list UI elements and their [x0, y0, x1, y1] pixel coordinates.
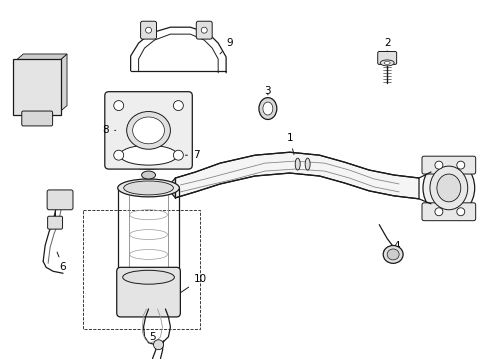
FancyBboxPatch shape	[141, 21, 156, 39]
Text: 5: 5	[149, 332, 156, 342]
Circle shape	[435, 161, 443, 169]
Ellipse shape	[142, 171, 155, 179]
Circle shape	[173, 100, 183, 111]
Circle shape	[114, 100, 123, 111]
Circle shape	[114, 150, 123, 160]
FancyBboxPatch shape	[117, 267, 180, 317]
Text: 3: 3	[265, 86, 271, 96]
Text: 7: 7	[185, 150, 199, 160]
FancyBboxPatch shape	[422, 156, 476, 174]
Ellipse shape	[133, 117, 165, 144]
FancyBboxPatch shape	[48, 216, 63, 229]
FancyBboxPatch shape	[13, 59, 61, 114]
Text: 8: 8	[102, 125, 116, 135]
Ellipse shape	[387, 249, 399, 260]
Circle shape	[173, 150, 183, 160]
Ellipse shape	[120, 145, 177, 165]
Polygon shape	[59, 54, 67, 113]
Ellipse shape	[384, 62, 390, 64]
Text: 6: 6	[57, 252, 66, 272]
Ellipse shape	[437, 174, 461, 202]
Polygon shape	[15, 54, 67, 61]
FancyBboxPatch shape	[196, 21, 212, 39]
Text: 1: 1	[287, 133, 294, 154]
Text: 11: 11	[30, 113, 44, 127]
Ellipse shape	[423, 159, 475, 217]
Circle shape	[201, 27, 207, 33]
Ellipse shape	[122, 270, 174, 284]
Ellipse shape	[263, 102, 273, 115]
Ellipse shape	[380, 60, 394, 66]
Ellipse shape	[295, 158, 300, 170]
Text: 4: 4	[384, 242, 400, 252]
Circle shape	[457, 208, 465, 216]
Ellipse shape	[127, 112, 171, 149]
Ellipse shape	[383, 246, 403, 264]
FancyBboxPatch shape	[22, 111, 52, 126]
Circle shape	[435, 208, 443, 216]
Text: 2: 2	[384, 38, 391, 53]
Circle shape	[153, 340, 164, 350]
FancyBboxPatch shape	[47, 190, 73, 210]
Ellipse shape	[305, 158, 310, 170]
FancyBboxPatch shape	[422, 203, 476, 221]
Circle shape	[146, 27, 151, 33]
Circle shape	[457, 161, 465, 169]
Polygon shape	[175, 152, 419, 199]
Ellipse shape	[430, 166, 468, 210]
Ellipse shape	[123, 181, 173, 195]
Text: 10: 10	[181, 274, 207, 293]
FancyBboxPatch shape	[105, 92, 192, 169]
Ellipse shape	[118, 179, 179, 197]
Ellipse shape	[113, 141, 184, 169]
Text: 9: 9	[220, 38, 233, 54]
FancyBboxPatch shape	[378, 51, 396, 64]
Ellipse shape	[259, 98, 277, 120]
